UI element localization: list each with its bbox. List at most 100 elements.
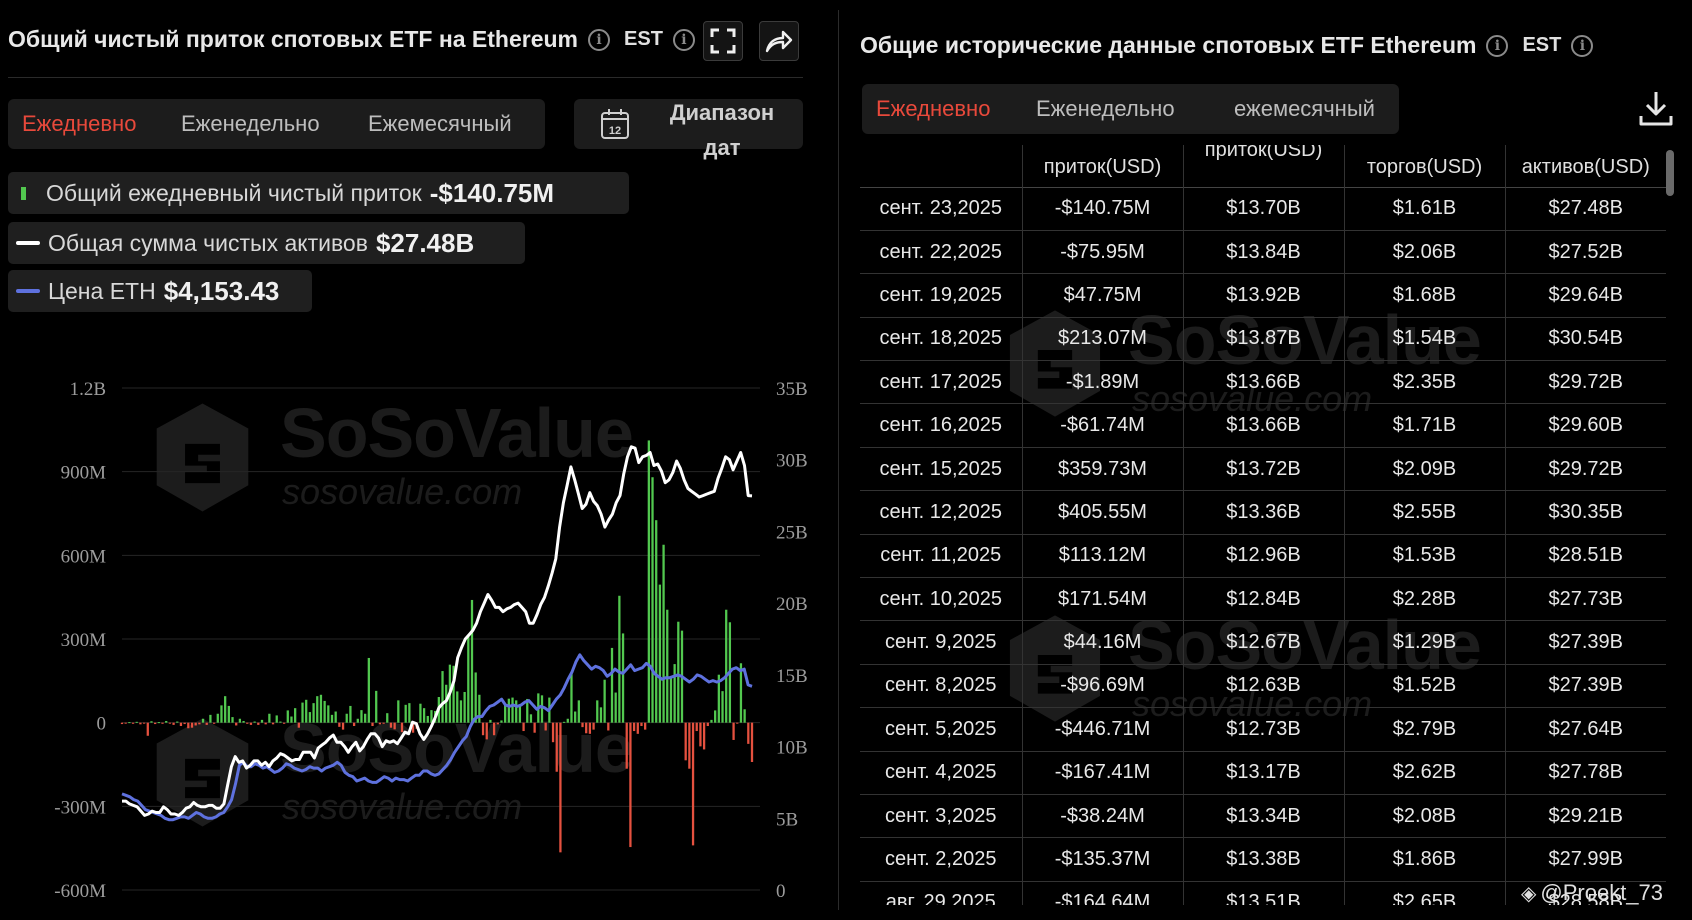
- legend-net-assets[interactable]: Общая сумма чистых активов $27.48B: [8, 222, 525, 264]
- col-header-date[interactable]: [860, 145, 1023, 187]
- inflow-chart[interactable]: 1.2B 900M 600M 300M 0 -300M -600M 35B 30B 25B 20B 1…: [0, 345, 830, 905]
- inflow-bar: [165, 720, 168, 723]
- cell-volume: $1.86B: [1344, 837, 1506, 882]
- timezone-info-icon[interactable]: i: [1571, 34, 1594, 57]
- cell-cumulative-inflow: $13.87B: [1183, 316, 1345, 362]
- cell-date: сент. 17,2025: [860, 360, 1023, 405]
- cell-date: сент. 8,2025: [860, 663, 1023, 709]
- cell-net-assets: $30.35B: [1505, 490, 1666, 535]
- table-row[interactable]: сент. 10,2025 $171.54M $12.84B $2.28B $27.73…: [860, 577, 1666, 622]
- table-row[interactable]: сент. 4,2025 -$167.41M $13.17B $2.62B $27.78…: [860, 750, 1666, 795]
- legend-label: Общий ежедневный чистый приток: [46, 179, 422, 206]
- cell-volume: $2.09B: [1344, 446, 1506, 492]
- cell-net-assets: $27.52B: [1505, 229, 1666, 275]
- cell-cumulative-inflow: $13.36B: [1183, 490, 1345, 535]
- table-row[interactable]: сент. 18,2025 $213.07M $13.87B $1.54B $30.54…: [860, 316, 1666, 362]
- y-right-tick: 15B: [776, 666, 808, 687]
- cell-date: авг. 29,2025: [860, 880, 1023, 905]
- table-row[interactable]: сент. 16,2025 -$61.74M $13.66B $1.71B $29.60…: [860, 403, 1666, 448]
- cell-date: сент. 2,2025: [860, 837, 1023, 882]
- bar-legend-icon: [21, 186, 26, 200]
- cell-volume: $2.06B: [1344, 229, 1506, 275]
- download-icon[interactable]: [1636, 88, 1676, 128]
- col-header-volume[interactable]: торгов(USD): [1344, 145, 1506, 187]
- tab-weekly[interactable]: Еженедельно: [181, 111, 320, 136]
- legend-daily-inflow[interactable]: Общий ежедневный чистый приток -$140.75M: [8, 172, 629, 214]
- inflow-bar: [607, 722, 610, 731]
- inflow-bar: [544, 722, 547, 731]
- table-scrollbar[interactable]: [1666, 150, 1674, 196]
- col-header-daily-inflow[interactable]: приток(USD): [1022, 145, 1184, 187]
- inflow-bar: [603, 679, 606, 723]
- inflow-bar: [647, 440, 650, 723]
- inflow-bar: [644, 722, 647, 730]
- inflow-bar: [150, 721, 153, 723]
- table-row[interactable]: сент. 3,2025 -$38.24M $13.34B $2.08B $29.21B: [860, 793, 1666, 839]
- col-header-net-assets[interactable]: активов(USD): [1521, 155, 1650, 178]
- table-row[interactable]: сент. 2,2025 -$135.37M $13.38B $1.86B $27.99…: [860, 837, 1666, 882]
- inflow-bar: [179, 722, 183, 727]
- cell-volume: $1.29B: [1344, 620, 1506, 665]
- inflow-bar: [577, 700, 580, 723]
- legend-eth-price[interactable]: Цена ETH $4,153.43: [8, 270, 312, 312]
- table-row[interactable]: сент. 9,2025 $44.16M $12.67B $1.29B $27.39B: [860, 620, 1666, 665]
- net-assets-line: [122, 445, 753, 817]
- tab-weekly[interactable]: Еженедельно: [1036, 96, 1175, 121]
- table-row[interactable]: сент. 22,2025 -$75.95M $13.84B $2.06B $27.52…: [860, 229, 1666, 275]
- table-row[interactable]: сент. 23,2025 -$140.75M $13.70B $1.61B $27.4…: [860, 186, 1666, 231]
- inflow-bar: [655, 520, 658, 723]
- tab-monthly[interactable]: Ежемесячный: [368, 111, 512, 136]
- col-header-cumulative-inflow[interactable]: приток(USD): [1183, 145, 1345, 187]
- table-row[interactable]: сент. 5,2025 -$446.71M $12.73B $2.79B $27.64…: [860, 707, 1666, 752]
- table-row[interactable]: сент. 19,2025 $47.75M $13.92B $1.68B $29.64B: [860, 273, 1666, 318]
- cell-date: сент. 16,2025: [860, 403, 1023, 448]
- cell-cumulative-inflow: $13.38B: [1183, 837, 1345, 882]
- timezone-info-icon[interactable]: i: [672, 28, 695, 51]
- inflow-bar: [684, 722, 687, 761]
- cell-daily-inflow: -$1.89M: [1022, 360, 1184, 405]
- share-button[interactable]: [759, 21, 799, 61]
- table-row[interactable]: сент. 11,2025 $113.12M $12.96B $1.53B $28.51…: [860, 533, 1666, 579]
- info-icon[interactable]: i: [588, 28, 611, 51]
- info-icon[interactable]: i: [1486, 34, 1509, 57]
- inflow-bar: [345, 713, 348, 723]
- inflow-bar: [268, 713, 271, 723]
- table-row[interactable]: сент. 8,2025 -$96.69M $12.63B $1.52B $27.39B: [860, 663, 1666, 709]
- tab-daily[interactable]: Ежедневно: [22, 111, 137, 136]
- cell-net-assets: $29.72B: [1505, 446, 1666, 492]
- inflow-bar: [216, 713, 219, 723]
- inflow-bar: [699, 722, 702, 747]
- inflow-bar: [308, 712, 312, 723]
- cell-net-assets: $29.64B: [1505, 273, 1666, 318]
- tab-daily[interactable]: Ежедневно: [876, 96, 991, 121]
- y-left-tick: -600M: [54, 881, 106, 902]
- table-row[interactable]: сент. 17,2025 -$1.89M $13.66B $2.35B $29.72B: [860, 360, 1666, 405]
- inflow-bar: [238, 718, 242, 723]
- cell-volume: $2.35B: [1344, 360, 1506, 405]
- period-tabs: Ежедневно Еженедельно Ежемесячный: [8, 99, 545, 149]
- table-row[interactable]: сент. 12,2025 $405.55M $13.36B $2.55B $30.35…: [860, 490, 1666, 535]
- table-row[interactable]: сент. 15,2025 $359.73M $13.72B $2.09B $29.72…: [860, 446, 1666, 492]
- inflow-bar: [489, 719, 492, 723]
- history-panel: Общие исторические данные спотовых ETF E…: [850, 0, 1692, 920]
- inflow-bar: [507, 698, 510, 723]
- cell-volume: $1.68B: [1344, 273, 1506, 318]
- inflow-bar: [282, 722, 286, 724]
- calendar-icon: 12: [601, 109, 629, 139]
- inflow-bar: [400, 722, 404, 733]
- cell-volume: $1.71B: [1344, 403, 1506, 448]
- cell-cumulative-inflow: $12.67B: [1183, 620, 1345, 665]
- tab-monthly[interactable]: ежемесячный: [1234, 96, 1375, 121]
- table-row[interactable]: авг. 29,2025 -$164.64M $13.51B $2.65B $28.58…: [860, 880, 1666, 905]
- history-table-scroll[interactable]: приток(USD) приток(USD) торгов(USD) акти…: [860, 145, 1672, 905]
- fullscreen-button[interactable]: [703, 21, 743, 61]
- inflow-bar: [739, 663, 743, 723]
- y-left-tick: 600M: [61, 546, 107, 567]
- cell-daily-inflow: -$96.69M: [1022, 663, 1184, 709]
- inflow-bar: [194, 722, 197, 726]
- y-right-tick: 10B: [776, 738, 808, 759]
- y-right-tick: 25B: [776, 522, 808, 543]
- date-range-button[interactable]: 12 Диапазон дат: [574, 99, 803, 160]
- inflow-bar: [496, 722, 499, 725]
- inflow-bar: [190, 722, 194, 728]
